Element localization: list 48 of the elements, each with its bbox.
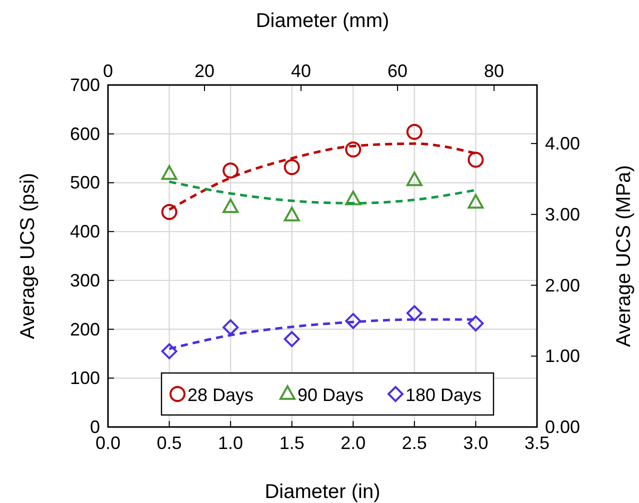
legend-label: 28 Days: [188, 385, 254, 405]
x2-tick-label: 80: [484, 61, 504, 81]
point: [284, 206, 300, 222]
y2-axis-title: Average UCS (MPa): [613, 165, 635, 347]
point: [406, 124, 422, 140]
y2-tick-label: 1.00: [545, 346, 580, 366]
point: [222, 198, 239, 214]
x-axis-title: Diameter (in): [264, 481, 380, 503]
y2-tick-label: 3.00: [545, 204, 580, 224]
point: [222, 319, 239, 336]
point: [161, 343, 178, 360]
x-tick-label: 0.5: [156, 433, 182, 453]
point: [345, 141, 362, 158]
y-tick-label: 200: [70, 319, 100, 340]
y-tick-label: 100: [70, 368, 100, 388]
y-tick-label: 500: [70, 172, 100, 193]
y-tick-label: 400: [70, 222, 100, 242]
y2-tick-label: 2.00: [545, 275, 580, 296]
point: [161, 165, 178, 180]
x-tick-label: 2.0: [340, 433, 366, 453]
x2-tick-label: 60: [388, 61, 408, 81]
y-axis-title: Average UCS (psi): [17, 172, 39, 340]
y-tick-label: 600: [70, 124, 100, 144]
x2-tick-label: 40: [291, 61, 312, 81]
point: [345, 190, 362, 206]
point: [284, 331, 300, 348]
x2-tick-label: 20: [194, 61, 215, 81]
line-series: [168, 180, 477, 204]
x2-axis-title: Diameter (mm): [256, 10, 390, 32]
point: [161, 204, 178, 220]
y-tick-label: 700: [70, 75, 100, 95]
point: [468, 194, 484, 209]
y-tick-label: 300: [70, 270, 100, 290]
x-tick-label: 2.5: [402, 433, 427, 453]
point: [468, 152, 484, 168]
x-tick-label: 3.0: [463, 433, 488, 453]
x-tick-label: 1.0: [218, 433, 244, 453]
legend-label: 90 Days: [298, 385, 364, 405]
point: [406, 172, 422, 186]
x-tick-label: 1.5: [279, 433, 304, 453]
point: [345, 312, 362, 329]
x2-tick-label: 0: [102, 61, 114, 81]
point: [468, 315, 484, 332]
y2-tick-label: 4.00: [545, 134, 580, 154]
point: [222, 162, 239, 178]
legend-label: 180 Days: [406, 385, 482, 405]
point: [284, 159, 300, 176]
point: [406, 305, 422, 322]
